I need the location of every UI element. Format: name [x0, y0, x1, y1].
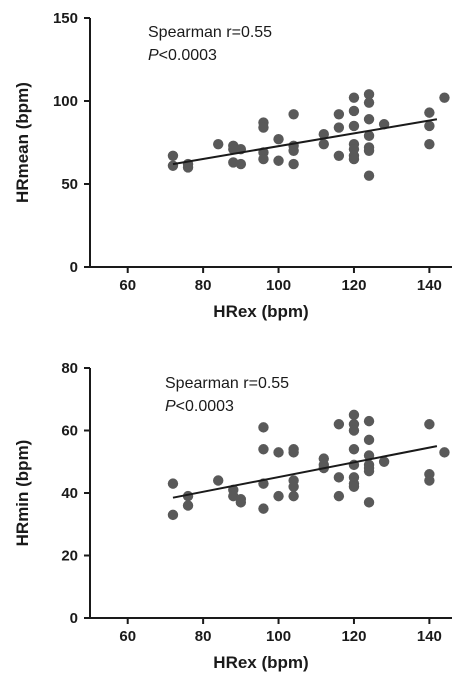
data-point	[363, 434, 375, 446]
spearman-annotation: Spearman r=0.55	[148, 24, 272, 41]
x-tick-label: 140	[417, 628, 442, 645]
data-point	[439, 92, 450, 103]
data-point	[167, 509, 179, 521]
regression-line	[172, 118, 438, 166]
x-tick-label: 60	[119, 277, 136, 294]
data-point	[288, 145, 299, 156]
data-point	[258, 153, 269, 165]
data-point	[167, 478, 179, 489]
y-tick-label: 150	[53, 10, 78, 27]
data-point	[378, 456, 390, 467]
y-axis-title: HRmin (bpm)	[13, 440, 32, 547]
data-point	[333, 419, 345, 430]
data-point	[424, 475, 435, 486]
data-point	[273, 490, 284, 502]
y-tick-label: 0	[70, 610, 78, 627]
data-point	[318, 129, 329, 140]
data-point	[213, 475, 224, 486]
data-point	[258, 422, 269, 433]
spearman-annotation: Spearman r=0.55	[165, 375, 289, 392]
data-point	[182, 500, 194, 511]
data-point	[363, 497, 375, 508]
data-point	[235, 497, 247, 508]
regression-line	[172, 445, 438, 499]
y-tick-label: 80	[61, 360, 78, 377]
x-tick-label: 100	[266, 277, 291, 294]
y-tick-label: 50	[61, 176, 78, 193]
data-point	[363, 114, 375, 125]
chart-panel-1: 0 50 100 150 60 80 100 120 140 HRex (bpm) HRmean (…	[13, 10, 452, 321]
data-point	[363, 170, 375, 181]
p-value-annotation: P<0.0003	[165, 398, 234, 415]
data-point	[258, 503, 269, 514]
y-tick-label: 100	[53, 93, 78, 110]
data-point	[348, 444, 360, 455]
data-point	[348, 425, 360, 436]
data-point	[288, 447, 299, 458]
y-tick-label: 20	[61, 548, 78, 565]
data-point	[424, 107, 435, 118]
data-point	[424, 120, 435, 132]
data-point	[348, 92, 360, 103]
data-point	[318, 138, 329, 150]
data-point	[258, 444, 269, 455]
x-tick-label: 80	[195, 628, 212, 645]
y-tick-label: 40	[61, 485, 78, 502]
y-axis-title: HRmean (bpm)	[13, 82, 32, 203]
data-point	[235, 158, 247, 170]
data-point	[228, 143, 239, 155]
data-point	[363, 97, 375, 108]
data-point	[348, 105, 360, 117]
x-tick-label: 140	[417, 277, 442, 294]
data-point	[333, 150, 345, 161]
y-tick-label: 60	[61, 423, 78, 440]
data-point	[167, 160, 179, 171]
x-tick-label: 120	[341, 628, 366, 645]
chart-panel-2: 0 20 40 60 80 60 80 100 120 140 HRex (bpm) HRmin (b…	[13, 360, 452, 672]
data-point	[213, 138, 224, 150]
data-point	[167, 150, 179, 161]
data-point	[258, 122, 269, 133]
data-point	[333, 490, 345, 502]
data-point	[273, 133, 284, 145]
data-point	[273, 447, 284, 458]
data-point	[333, 109, 345, 120]
data-point	[273, 155, 284, 166]
data-point	[348, 153, 360, 165]
data-point	[363, 89, 375, 100]
x-axis-title: HRex (bpm)	[213, 302, 308, 321]
data-point	[363, 130, 375, 142]
data-point	[288, 481, 299, 492]
data-point	[363, 415, 375, 427]
x-axis-title: HRex (bpm)	[213, 653, 308, 672]
data-point	[363, 145, 375, 156]
data-point	[333, 472, 345, 483]
data-point	[182, 162, 194, 173]
data-point	[348, 481, 360, 492]
x-tick-label: 80	[195, 277, 212, 294]
data-point	[424, 419, 435, 430]
x-tick-label: 120	[341, 277, 366, 294]
data-point	[348, 120, 360, 132]
data-point	[439, 447, 450, 458]
data-point	[288, 109, 299, 120]
y-tick-label: 0	[70, 259, 78, 276]
data-point	[363, 465, 375, 477]
x-tick-label: 60	[119, 628, 136, 645]
data-point	[333, 122, 345, 133]
data-point	[288, 490, 299, 502]
data-point	[288, 158, 299, 170]
x-tick-label: 100	[266, 628, 291, 645]
data-point	[424, 138, 435, 150]
p-value-annotation: P<0.0003	[148, 47, 217, 64]
data-point	[348, 409, 360, 421]
